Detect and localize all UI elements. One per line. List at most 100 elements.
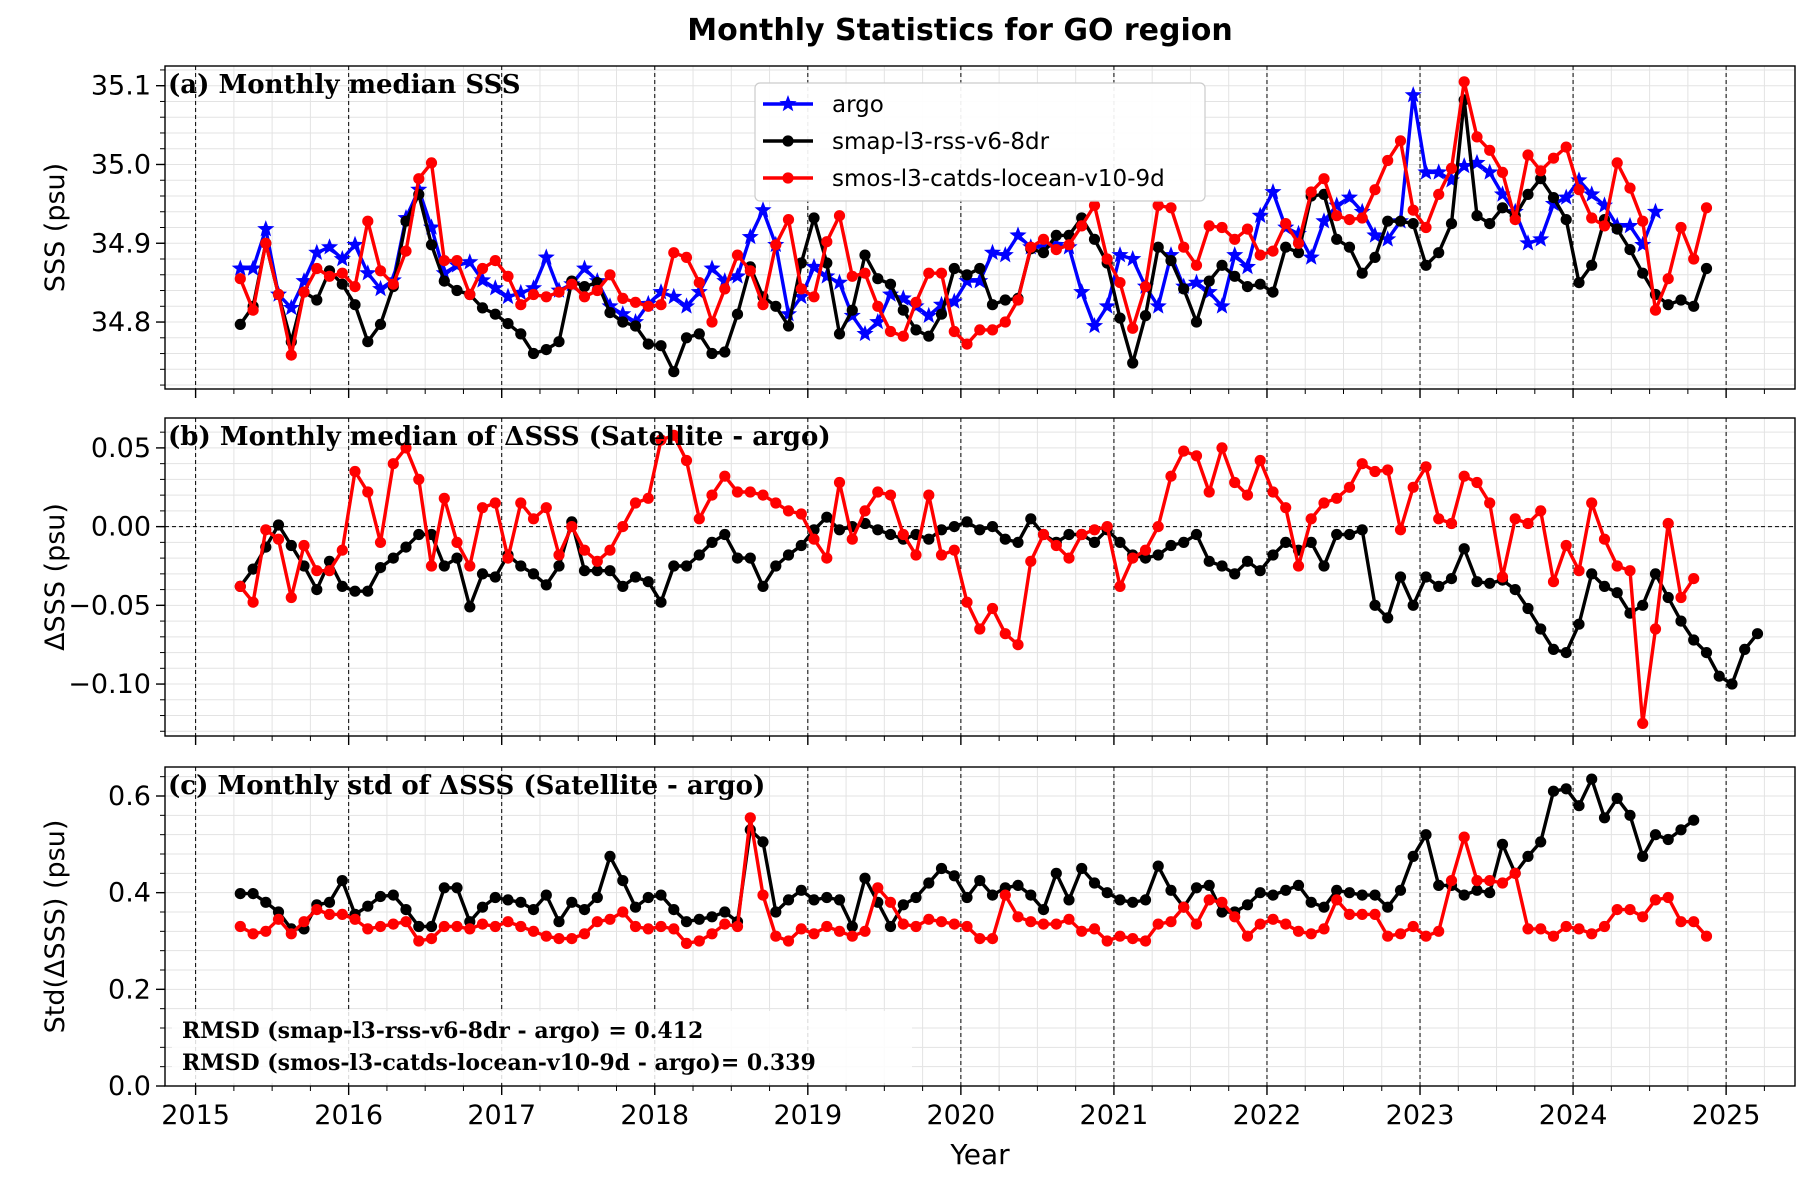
- data-point: [642, 300, 654, 312]
- data-point: [693, 277, 705, 289]
- data-point: [1445, 875, 1458, 887]
- data-point-star: [1621, 216, 1639, 234]
- data-point: [1458, 76, 1470, 88]
- data-point: [604, 269, 616, 281]
- data-point: [1433, 188, 1445, 200]
- data-point: [1292, 925, 1305, 937]
- data-point: [680, 454, 693, 467]
- data-point: [629, 571, 642, 583]
- data-point: [910, 296, 922, 308]
- data-point: [1203, 275, 1215, 287]
- data-point: [680, 560, 693, 572]
- data-point: [948, 262, 960, 275]
- data-point: [1637, 850, 1649, 863]
- data-point: [1496, 838, 1509, 850]
- data-point: [1433, 247, 1445, 259]
- data-point-star: [423, 218, 441, 235]
- data-point: [833, 524, 846, 536]
- data-point: [719, 918, 731, 930]
- data-point: [655, 299, 667, 311]
- data-point: [1458, 543, 1470, 555]
- data-point: [910, 324, 922, 336]
- data-point: [515, 299, 527, 311]
- data-point: [629, 296, 642, 308]
- data-point: [1267, 549, 1279, 561]
- data-point: [1598, 220, 1611, 232]
- data-point: [680, 937, 693, 950]
- data-point: [629, 920, 642, 933]
- data-point: [1420, 829, 1432, 841]
- data-point: [1471, 210, 1483, 222]
- data-point: [833, 476, 846, 489]
- data-point: [604, 307, 616, 319]
- data-point: [1025, 241, 1037, 253]
- data-point: [1101, 521, 1113, 533]
- data-point: [1165, 202, 1177, 214]
- y-tick-label: 0.05: [91, 433, 151, 464]
- data-point: [1063, 913, 1075, 925]
- data-point-star: [372, 279, 390, 297]
- data-point-star: [1162, 246, 1180, 263]
- data-point-star: [1328, 196, 1346, 213]
- data-point: [668, 247, 680, 259]
- data-point-star: [1353, 202, 1371, 219]
- data-point: [1598, 533, 1611, 545]
- data-point: [1394, 524, 1407, 536]
- data-point: [502, 916, 514, 928]
- data-point: [1688, 573, 1700, 585]
- grid-minor: [165, 66, 1795, 389]
- data-point: [1509, 867, 1521, 879]
- data-point: [872, 273, 884, 285]
- data-point-star: [1302, 248, 1320, 265]
- data-point: [260, 237, 272, 249]
- data-point: [591, 891, 603, 904]
- data-point: [1484, 577, 1496, 589]
- data-point: [1700, 647, 1713, 659]
- data-point: [272, 913, 285, 925]
- data-point: [757, 889, 769, 901]
- data-point: [1076, 220, 1088, 232]
- data-point: [374, 562, 387, 574]
- data-point: [336, 544, 348, 556]
- data-point: [1560, 783, 1572, 795]
- data-point: [1496, 571, 1509, 583]
- data-point-star: [1073, 283, 1091, 300]
- data-point: [1662, 273, 1674, 285]
- data-point: [706, 911, 718, 923]
- data-point: [961, 920, 973, 933]
- data-point: [935, 916, 948, 928]
- data-point-star: [1111, 246, 1129, 263]
- data-point-star: [792, 287, 810, 305]
- data-point: [795, 884, 807, 896]
- data-point-star: [282, 298, 300, 316]
- data-point: [1280, 502, 1292, 514]
- data-point: [1535, 923, 1547, 935]
- x-tick-label: 2022: [1233, 1100, 1302, 1131]
- data-point: [1178, 445, 1190, 457]
- data-point: [1292, 879, 1305, 892]
- data-point-star: [741, 228, 759, 245]
- data-point: [1076, 862, 1088, 875]
- data-point: [1356, 908, 1368, 921]
- data-point: [744, 265, 756, 277]
- data-point: [323, 565, 336, 577]
- data-point: [604, 544, 616, 556]
- data-point: [821, 236, 833, 248]
- data-point-star: [716, 272, 734, 289]
- data-point-star: [435, 264, 453, 281]
- data-point: [872, 486, 884, 498]
- data-point-star: [321, 238, 339, 255]
- y-axis-label: Std(ΔSSS) (psu): [40, 820, 71, 1034]
- data-point-star: [359, 264, 377, 281]
- data-point: [1318, 173, 1330, 185]
- x-tick-label: 2023: [1386, 1100, 1455, 1131]
- data-point: [527, 904, 540, 916]
- data-point: [808, 212, 820, 224]
- data-point: [731, 920, 744, 933]
- data-point: [884, 278, 897, 290]
- data-point: [770, 906, 782, 918]
- data-point: [374, 318, 387, 330]
- data-point: [400, 541, 412, 553]
- data-point: [1522, 602, 1534, 615]
- data-point: [821, 511, 833, 523]
